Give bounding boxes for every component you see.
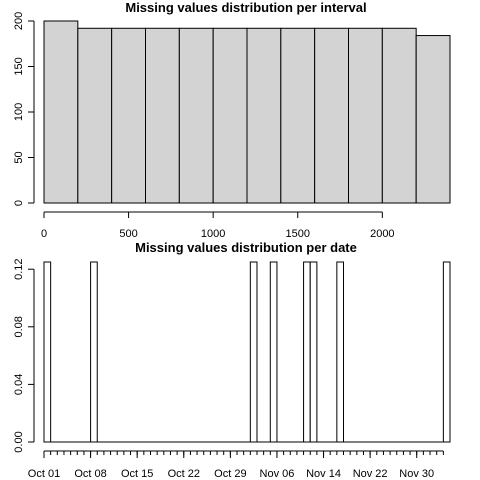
date-bar: [442, 261, 451, 443]
x-tick-label: Nov 30: [399, 468, 434, 480]
y-tick-label: 150: [13, 57, 25, 75]
chart2-title: Missing values distribution per date: [135, 240, 357, 255]
x-tick-label: 2000: [370, 228, 394, 240]
x-tick-label: 0: [41, 228, 47, 240]
interval-histogram: Missing values distribution per interval…: [13, 0, 451, 240]
histogram-bar: [111, 27, 146, 204]
x-tick-label: Oct 29: [214, 468, 246, 480]
date-bar: [309, 261, 318, 443]
chart2-bars: [43, 261, 451, 443]
date-histogram: Missing values distribution per date Oct…: [13, 240, 451, 480]
histogram-bar: [246, 27, 282, 204]
y-tick-label: 0.04: [13, 374, 25, 395]
histogram-bar: [212, 27, 248, 204]
chart2-y-axis: 0.00 0.04 0.08 0.12: [13, 258, 35, 453]
x-tick-label: Nov 22: [353, 468, 388, 480]
y-tick-label: 0.00: [13, 431, 25, 452]
chart1-bars: [43, 20, 451, 204]
chart1-y-axis: 0 50 100 150 200: [13, 12, 35, 206]
date-bar: [303, 261, 311, 443]
histogram-bar: [348, 27, 383, 204]
chart2-x-axis: Oct 01 Oct 08 Oct 15 Oct 22 Oct 29 Nov 06 Nov …: [28, 450, 444, 480]
histogram-bar: [43, 20, 79, 204]
histogram-bar: [314, 27, 349, 204]
histogram-bar: [178, 27, 214, 204]
histogram-bar: [381, 27, 417, 204]
x-tick-label: Nov 06: [260, 468, 295, 480]
chart1-title: Missing values distribution per interval: [125, 0, 366, 15]
histogram-bar: [415, 35, 451, 204]
x-tick-label: Oct 15: [121, 468, 153, 480]
chart1-x-axis: 0 500 1000 1500 2000: [41, 211, 395, 240]
y-tick-label: 0.12: [13, 258, 25, 279]
x-tick-label: 1500: [286, 228, 310, 240]
y-tick-label: 100: [13, 103, 25, 121]
date-bar: [43, 261, 52, 443]
x-tick-label: 1000: [201, 228, 225, 240]
y-tick-label: 200: [13, 12, 25, 30]
histogram-bar: [280, 27, 316, 204]
y-tick-label: 0.08: [13, 316, 25, 337]
x-tick-label: Oct 01: [28, 468, 60, 480]
x-tick-label: Oct 22: [168, 468, 200, 480]
date-bar: [269, 261, 278, 443]
histogram-bar: [77, 27, 113, 204]
histogram-bar: [145, 27, 180, 204]
x-tick-label: Oct 08: [74, 468, 106, 480]
y-tick-label: 0: [13, 200, 25, 206]
date-bar: [336, 261, 345, 443]
x-tick-label: 500: [119, 228, 137, 240]
date-bar: [249, 261, 258, 443]
y-tick-label: 50: [13, 151, 25, 163]
date-bar: [90, 261, 98, 443]
x-tick-label: Nov 14: [306, 468, 341, 480]
